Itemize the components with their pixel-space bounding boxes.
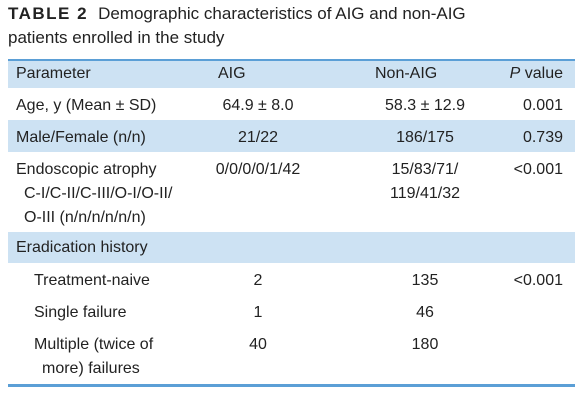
cell-text: 186/175 — [396, 129, 454, 146]
caption-line: Demographic characteristics of AIG and n… — [98, 4, 466, 23]
cell-text: 64.9 ± 8.0 — [222, 97, 294, 114]
cell-text: 40 — [249, 336, 267, 353]
cell-text: Male/Female (n/n) — [16, 129, 146, 146]
cell-text: 0.001 — [522, 97, 563, 114]
cell-text: 58.3 ± 12.9 — [385, 97, 465, 114]
cell-text: 0/0/0/0/1/42 — [215, 161, 301, 178]
cell-text: 46 — [416, 304, 434, 321]
top-rule — [8, 59, 575, 61]
cell-text: Age, y (Mean ± SD) — [16, 97, 157, 114]
header-band — [8, 61, 575, 88]
header-cell: Non-AIG — [375, 65, 438, 82]
row-band — [8, 232, 575, 263]
group-label: Eradication history — [16, 239, 148, 256]
bottom-rule — [8, 384, 575, 387]
table-title: TABLE 2 Demographic characteristics of AI… — [8, 2, 466, 26]
table-label: TABLE 2 — [8, 4, 89, 23]
cell-text: 135 — [411, 272, 439, 289]
header-cell: AIG — [218, 65, 246, 82]
cell-text: more) failures — [42, 360, 140, 377]
header-cell: P value — [509, 65, 563, 82]
cell-text: O-III (n/n/n/n/n/n) — [24, 209, 146, 226]
cell-text: 21/22 — [237, 129, 279, 146]
cell-text: 119/41/32 — [390, 185, 460, 202]
cell-text: Single failure — [34, 304, 127, 321]
cell-text: 15/83/71/ — [391, 161, 459, 178]
cell-text: 180 — [411, 336, 439, 353]
caption-line: patients enrolled in the study — [8, 28, 225, 47]
cell-text: Multiple (twice of — [34, 336, 154, 353]
cell-text: Treatment-naive — [34, 272, 150, 289]
cell-text: <0.001 — [513, 161, 563, 178]
cell-text: Endoscopic atrophy — [16, 161, 157, 178]
cell-text: 2 — [253, 272, 263, 289]
cell-text: 1 — [253, 304, 263, 321]
row-band — [8, 120, 575, 152]
header-cell: Parameter — [16, 65, 91, 82]
cell-text: 0.739 — [522, 129, 563, 146]
cell-text: C-I/C-II/C-III/O-I/O-II/ — [24, 185, 173, 202]
cell-text: <0.001 — [513, 272, 563, 289]
